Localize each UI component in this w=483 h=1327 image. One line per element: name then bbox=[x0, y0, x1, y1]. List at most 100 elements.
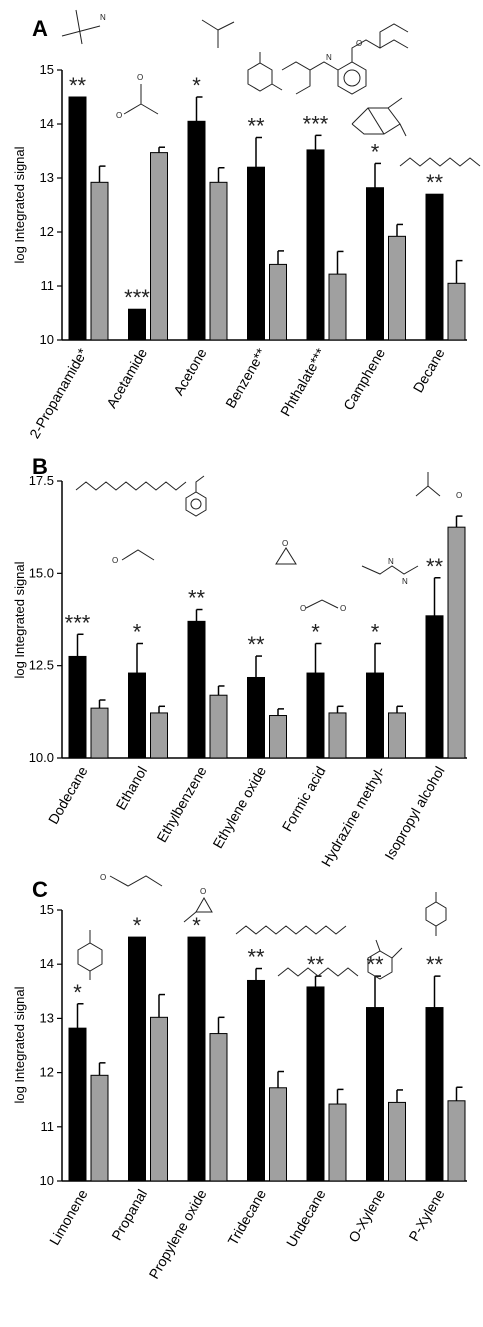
bar bbox=[269, 1087, 287, 1182]
molecule-icon-tridecane bbox=[235, 925, 347, 935]
y-tick-label: 12.5 bbox=[29, 658, 54, 673]
bar bbox=[388, 235, 406, 341]
y-tick-label: 13 bbox=[40, 170, 54, 185]
y-tick-label: 13 bbox=[40, 1010, 54, 1025]
molecule-icon-benzene bbox=[247, 52, 283, 92]
bar bbox=[150, 712, 168, 759]
bar bbox=[366, 672, 384, 759]
bar bbox=[128, 308, 146, 341]
y-tick-label: 15.0 bbox=[29, 565, 54, 580]
molecule-icon-2-propanamide: N bbox=[61, 9, 106, 45]
bar bbox=[247, 676, 265, 759]
molecule-icon-limonene bbox=[77, 930, 103, 980]
bar bbox=[187, 936, 206, 1182]
significance-marker: * bbox=[192, 73, 201, 98]
bar bbox=[425, 193, 444, 341]
bar bbox=[209, 181, 228, 341]
bar bbox=[68, 655, 87, 759]
category-label: Propanal bbox=[108, 1187, 150, 1244]
atom-label: O bbox=[340, 604, 346, 613]
category-label: Limonene bbox=[46, 1186, 91, 1247]
bar bbox=[366, 187, 384, 341]
significance-marker: ** bbox=[426, 554, 444, 579]
molecule-icon-decane bbox=[399, 157, 481, 167]
y-axis-label: log Integrated signal bbox=[12, 986, 27, 1103]
chart-panel-a: log Integrated signal101112131415**2-Pro… bbox=[12, 62, 467, 441]
atom-label: O bbox=[200, 887, 206, 896]
y-axis-label: log Integrated signal bbox=[12, 561, 27, 678]
atom-label: N bbox=[402, 577, 408, 586]
category-label: Benzene** bbox=[222, 345, 269, 411]
atom-label: O bbox=[116, 111, 122, 120]
category-label: Phthalate*** bbox=[277, 345, 329, 419]
atom-label: N bbox=[100, 13, 106, 22]
category-label: Decane bbox=[410, 345, 448, 395]
y-tick-label: 11 bbox=[41, 1119, 55, 1134]
molecule-icon-ethylene-oxide: O bbox=[275, 539, 297, 565]
bar bbox=[306, 672, 325, 759]
y-tick-label: 14 bbox=[40, 956, 54, 971]
bar bbox=[447, 526, 466, 759]
molecule-icon-acetone bbox=[201, 19, 235, 48]
bar bbox=[187, 120, 206, 341]
bar bbox=[247, 979, 265, 1182]
category-label: Camphene bbox=[340, 345, 388, 412]
significance-marker: ** bbox=[247, 114, 265, 139]
significance-marker: *** bbox=[124, 285, 150, 310]
molecule-icon-p-xylene bbox=[425, 892, 447, 936]
bar bbox=[90, 181, 109, 341]
molecule-icon-undecane bbox=[277, 967, 359, 977]
molecule-icon-propanal: O bbox=[100, 873, 163, 887]
molecule-icon-o-xylene bbox=[367, 939, 403, 980]
y-tick-label: 11 bbox=[41, 278, 55, 293]
chart-panel-b: log Integrated signal10.012.515.017.5***… bbox=[12, 473, 467, 869]
panel-letter-b: B bbox=[32, 454, 48, 479]
y-tick-label: 15 bbox=[40, 62, 54, 77]
bar bbox=[90, 1074, 109, 1182]
bar bbox=[306, 986, 325, 1182]
significance-marker: ** bbox=[426, 952, 444, 977]
molecule-icon-phthalate: N O bbox=[281, 23, 409, 95]
category-label: O-Xylene bbox=[345, 1186, 388, 1245]
y-tick-label: 10 bbox=[40, 332, 54, 347]
molecule-drawings: N O O N O bbox=[61, 9, 481, 980]
bar bbox=[68, 1027, 87, 1182]
bar bbox=[425, 1007, 444, 1182]
y-tick-label: 10 bbox=[40, 1173, 54, 1188]
atom-label: N bbox=[326, 53, 332, 62]
bar bbox=[447, 1100, 466, 1182]
molecule-icon-propylene-oxide: O bbox=[183, 887, 213, 923]
atom-label: O bbox=[100, 873, 106, 882]
significance-marker: * bbox=[371, 620, 380, 645]
significance-marker: ** bbox=[366, 952, 384, 977]
bar bbox=[68, 96, 87, 341]
category-label: Propylene oxide bbox=[146, 1186, 210, 1281]
bar bbox=[128, 672, 146, 759]
bar bbox=[269, 715, 287, 759]
bar bbox=[269, 263, 287, 341]
bar bbox=[90, 707, 109, 759]
significance-marker: *** bbox=[65, 610, 91, 635]
bar bbox=[328, 1103, 347, 1182]
bar bbox=[388, 1101, 406, 1182]
molecule-icon-dodecane bbox=[75, 481, 187, 491]
bar bbox=[366, 1007, 384, 1182]
significance-marker: * bbox=[192, 913, 201, 938]
bar bbox=[388, 712, 406, 759]
atom-label: O bbox=[300, 604, 306, 613]
category-label: 2-Propanamide* bbox=[26, 345, 91, 441]
y-tick-label: 12 bbox=[40, 1065, 54, 1080]
category-label: P-Xylene bbox=[405, 1186, 447, 1243]
category-label: Undecane bbox=[283, 1186, 329, 1249]
bar bbox=[328, 712, 347, 759]
y-tick-label: 15 bbox=[40, 902, 54, 917]
molecule-icon-hydrazine: N N bbox=[361, 557, 419, 586]
y-tick-label: 10.0 bbox=[29, 750, 54, 765]
significance-marker: ** bbox=[247, 945, 265, 970]
significance-marker: ** bbox=[69, 73, 87, 98]
significance-marker: * bbox=[371, 139, 380, 164]
chart-panel-c: log Integrated signal 10 11 12 13 14 15 * Limone… bbox=[12, 902, 467, 1281]
atom-label: O bbox=[282, 539, 288, 548]
bar bbox=[150, 152, 168, 341]
